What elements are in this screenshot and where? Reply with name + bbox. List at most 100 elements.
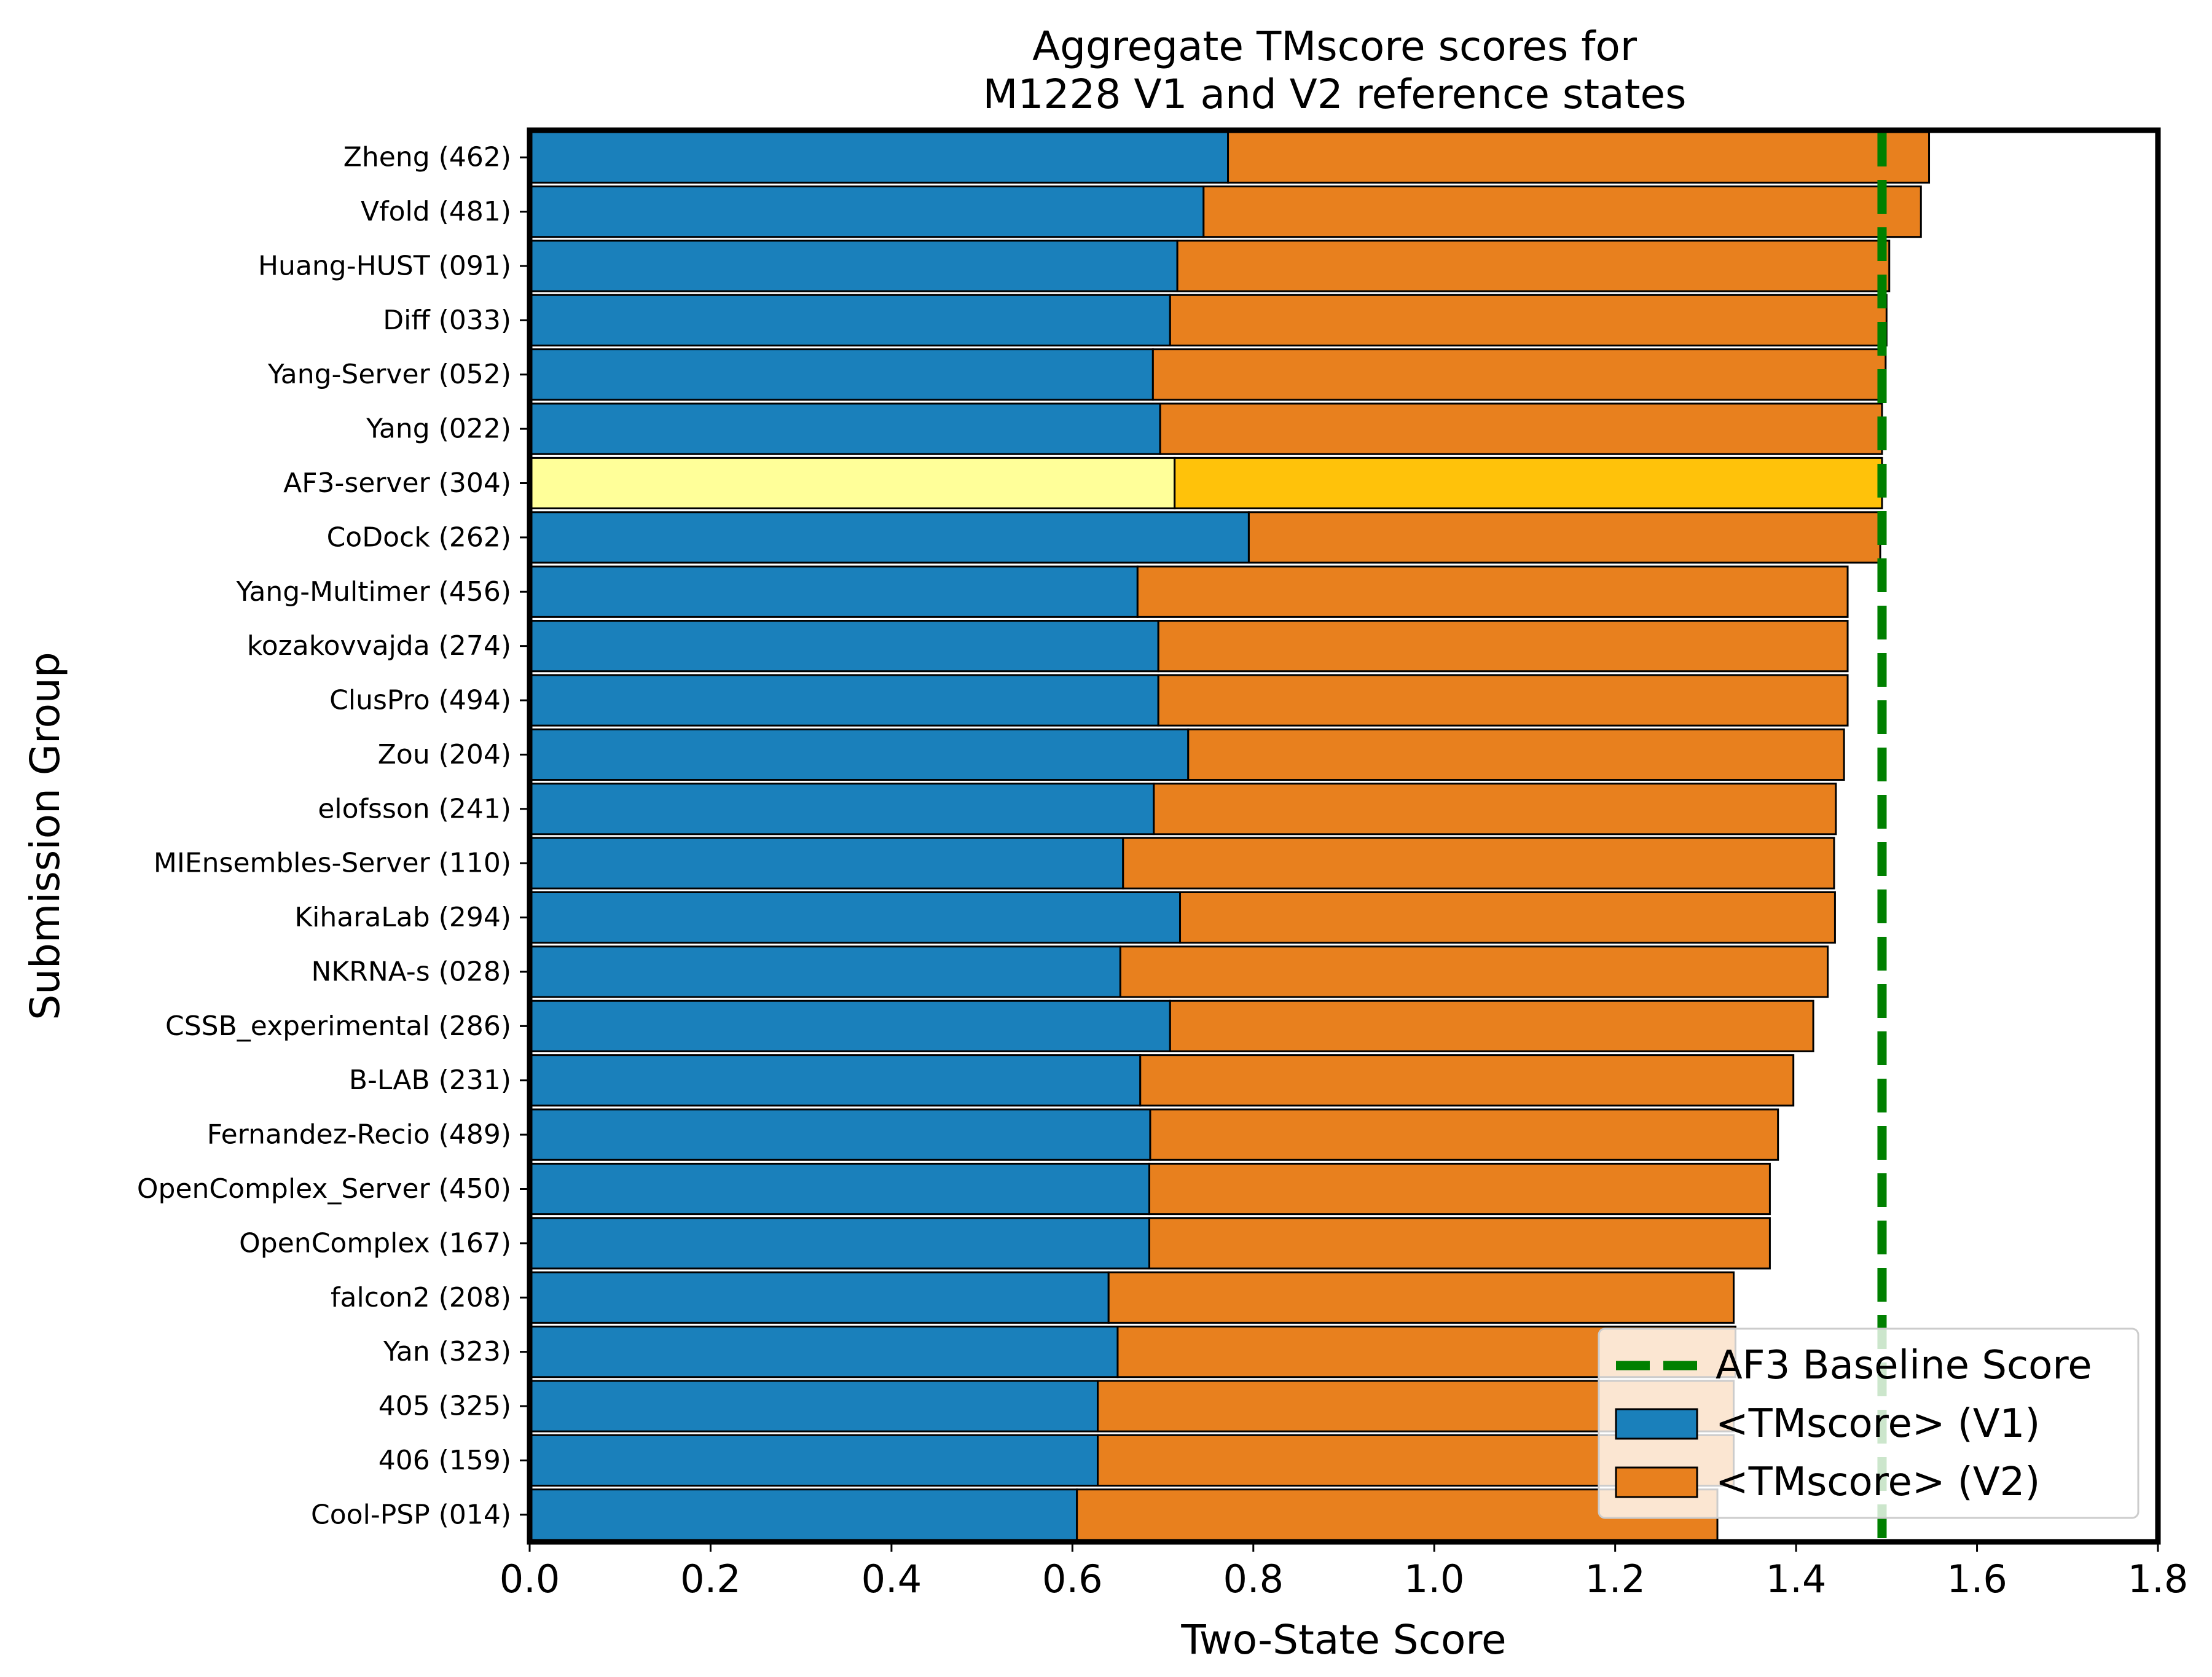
bar-v1 — [528, 999, 1171, 1052]
bar-v2 — [1174, 456, 1883, 510]
y-tick-label: Huang-HUST (091) — [258, 250, 511, 281]
x-tick-label: 0.6 — [1042, 1557, 1103, 1601]
bar-v1 — [528, 1054, 1142, 1107]
bar-v1 — [528, 1326, 1119, 1378]
x-tick-label: 0.8 — [1223, 1557, 1284, 1601]
bar-v2 — [1179, 891, 1836, 944]
bar-v2 — [1119, 945, 1829, 998]
bar-v1 — [528, 1271, 1110, 1324]
bar-v2 — [1148, 1162, 1771, 1216]
y-tick-label: Yang (022) — [366, 413, 511, 445]
bar-v1 — [528, 185, 1205, 238]
x-tick-label: 1.0 — [1404, 1557, 1465, 1601]
legend-box — [1598, 1327, 2139, 1519]
y-tick-label: Yang-Server (052) — [267, 359, 511, 390]
bar-v2 — [1149, 1108, 1779, 1161]
y-tick-label: falcon2 (208) — [331, 1282, 511, 1313]
bar-v2 — [1153, 783, 1837, 835]
bar-v2 — [1247, 511, 1881, 564]
legend-v2-swatch — [1615, 1466, 1698, 1498]
y-tick-label: Zou (204) — [378, 739, 511, 770]
bar-v1 — [528, 402, 1161, 455]
bar-v1 — [528, 131, 1230, 184]
bar-v2 — [1136, 565, 1849, 618]
bar-v2 — [1176, 240, 1891, 292]
y-tick-label: 405 (325) — [378, 1391, 511, 1422]
x-tick-label: 0.2 — [680, 1557, 741, 1601]
x-tick-label: 1.6 — [1947, 1557, 2007, 1601]
bar-v1 — [528, 1217, 1150, 1270]
y-tick-label: Fernandez-Recio (489) — [207, 1119, 511, 1151]
bar-v1 — [528, 783, 1155, 835]
bar-v1 — [528, 837, 1124, 889]
y-tick-label: Yang-Multimer (456) — [236, 576, 511, 608]
legend-label: <TMscore> (V1) — [1716, 1401, 2040, 1447]
y-axis-ticks: Zheng (462) Vfold (481) Huang-HUST (091) Di… — [137, 142, 530, 1530]
y-tick-label: B-LAB (231) — [349, 1065, 511, 1096]
chart-title-line: Aggregate TMscore scores for — [1032, 23, 1637, 70]
legend-label: AF3 Baseline Score — [1716, 1343, 2092, 1388]
legend-label: <TMscore> (V2) — [1716, 1460, 2040, 1505]
x-tick-label: 1.8 — [2128, 1557, 2189, 1601]
plot-frame — [527, 127, 2161, 1545]
chart-title-text: Aggregate TMscore scores for M1228 V1 and… — [983, 23, 1687, 118]
bar-v2 — [1151, 348, 1887, 401]
y-tick-label: elofsson (241) — [318, 793, 511, 824]
y-tick-label: OpenComplex (167) — [239, 1227, 511, 1259]
bar-v1 — [528, 1380, 1099, 1433]
y-tick-label: Yan (323) — [383, 1336, 511, 1367]
bar-v2 — [1169, 999, 1814, 1052]
y-tick-label: KiharaLab (294) — [294, 902, 511, 933]
x-tick-label: 0.4 — [861, 1557, 922, 1601]
y-tick-label: kozakovvajda (274) — [247, 630, 511, 662]
bar-v1 — [528, 348, 1154, 401]
bar-v2 — [1159, 402, 1883, 455]
y-tick-label: OpenComplex_Server (450) — [137, 1173, 511, 1205]
legend-v1-swatch — [1615, 1408, 1698, 1440]
y-tick-label: AF3-server (304) — [283, 467, 511, 499]
bar-v1 — [528, 728, 1190, 781]
x-tick-label: 1.2 — [1585, 1557, 1645, 1601]
bar-v1 — [528, 1162, 1150, 1216]
legend: AF3 Baseline Score <TMscore> (V1) <TMscore… — [1598, 1327, 2139, 1519]
bar-v1 — [528, 240, 1179, 292]
y-tick-label: Vfold (481) — [361, 196, 511, 227]
bar-v1 — [528, 945, 1121, 998]
bar-v2 — [1157, 620, 1849, 673]
y-tick-label: Diff (033) — [383, 305, 511, 336]
bar-v1 — [528, 674, 1159, 727]
y-tick-label: MIEnsembles-Server (110) — [154, 848, 511, 879]
bar-v1 — [528, 456, 1176, 510]
bar-v1 — [528, 1434, 1099, 1487]
x-axis-ticks: 0.0 0.2 0.4 0.6 0.8 1.0 1.2 1.4 1.6 1.8 — [500, 1542, 2189, 1601]
y-axis-label: Submission Group — [22, 652, 69, 1020]
bar-v2 — [1157, 674, 1849, 727]
bar-v2 — [1139, 1054, 1795, 1107]
bar-v2 — [1169, 294, 1888, 346]
y-tick-label: Cool-PSP (014) — [311, 1499, 511, 1530]
x-tick-label: 0.0 — [500, 1557, 560, 1601]
x-tick-label: 1.4 — [1766, 1557, 1827, 1601]
y-tick-label: 406 (159) — [378, 1445, 511, 1476]
y-tick-label: CoDock (262) — [327, 522, 511, 553]
bar-v1 — [528, 891, 1182, 944]
bar-v2 — [1227, 131, 1931, 184]
bar-v1 — [528, 1108, 1151, 1161]
bar-v1 — [528, 620, 1159, 673]
bar-v2 — [1122, 837, 1835, 889]
y-tick-label: NKRNA-s (028) — [312, 956, 512, 987]
y-tick-label: ClusPro (494) — [329, 685, 511, 716]
bar-v2 — [1202, 185, 1922, 238]
x-axis-label: Two-State Score — [1180, 1616, 1506, 1663]
bar-v2 — [1107, 1271, 1735, 1324]
bar-v2 — [1187, 728, 1845, 781]
bar-v1 — [528, 1488, 1078, 1541]
y-tick-label: CSSB_experimental (286) — [165, 1011, 511, 1042]
y-tick-label: Zheng (462) — [343, 142, 511, 173]
bar-v1 — [528, 294, 1171, 346]
bar-v2 — [1148, 1217, 1771, 1270]
bar-v1 — [528, 565, 1139, 618]
chart-title-line: M1228 V1 and V2 reference states — [983, 71, 1687, 118]
chart-title: Aggregate TMscore scores for M1228 V1 and… — [983, 23, 1687, 118]
